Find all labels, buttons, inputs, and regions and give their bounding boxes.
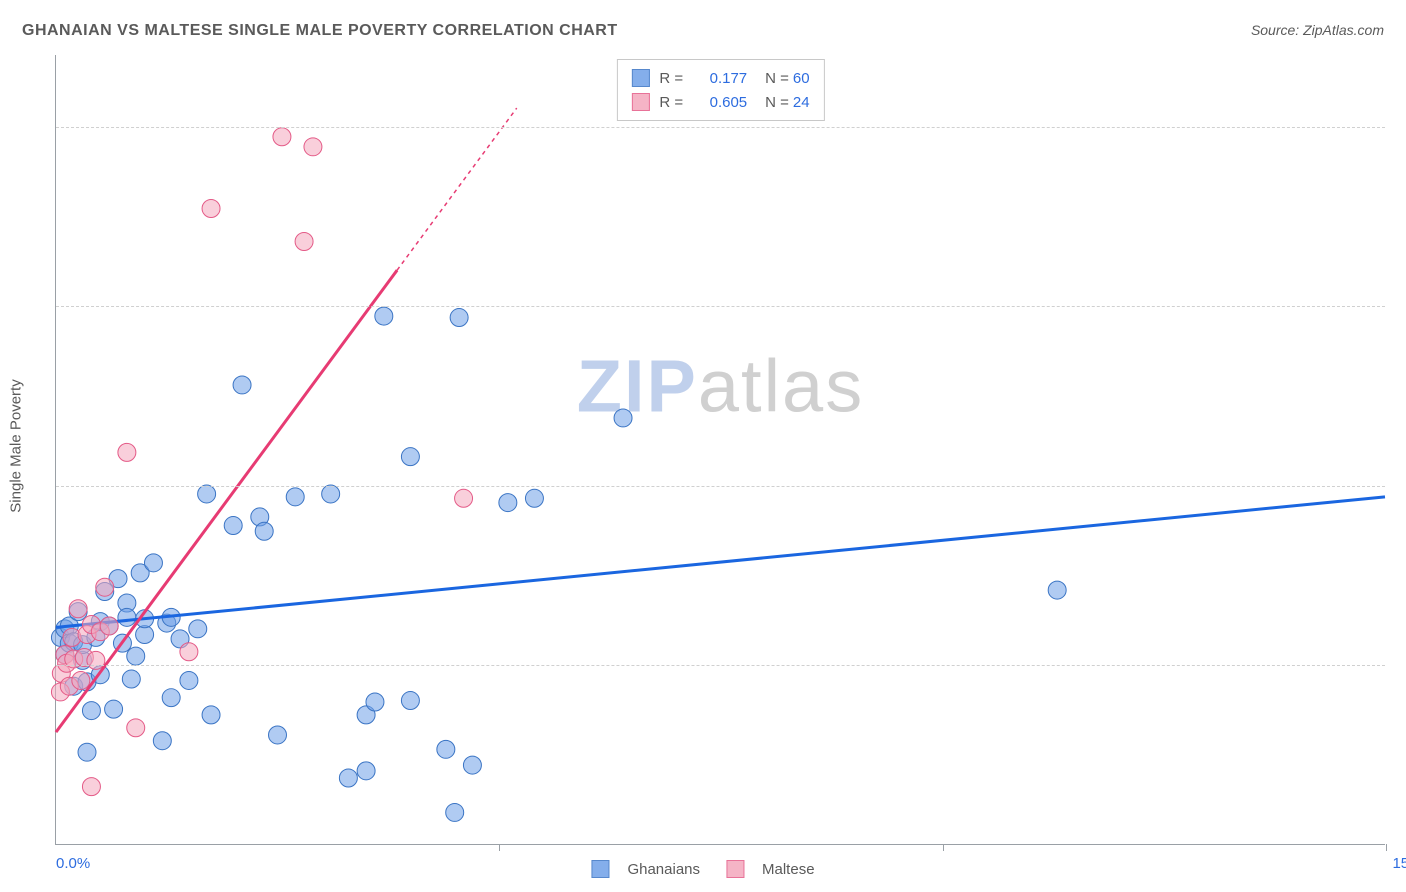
- data-point: [198, 485, 216, 503]
- scatter-svg: [56, 55, 1385, 844]
- data-point: [69, 600, 87, 618]
- swatch-maltese: [726, 860, 744, 878]
- data-point: [304, 138, 322, 156]
- data-point: [122, 670, 140, 688]
- data-point: [127, 719, 145, 737]
- legend-item-ghanaians: Ghanaians: [591, 860, 700, 878]
- legend-item-maltese: Maltese: [726, 860, 815, 878]
- r-label: R =: [659, 70, 683, 87]
- data-point: [525, 489, 543, 507]
- n-label: N =: [765, 94, 789, 111]
- x-tick-label-left: 0.0%: [56, 855, 90, 872]
- data-point: [233, 376, 251, 394]
- data-point: [322, 485, 340, 503]
- legend-label-ghanaians: Ghanaians: [627, 861, 700, 878]
- swatch-maltese: [631, 93, 649, 111]
- x-tick-label-right: 15.0%: [1392, 855, 1406, 872]
- data-point: [455, 489, 473, 507]
- data-point: [96, 578, 114, 596]
- data-point: [105, 700, 123, 718]
- data-point: [162, 689, 180, 707]
- n-label: N =: [765, 70, 789, 87]
- data-point: [180, 671, 198, 689]
- data-point: [180, 643, 198, 661]
- data-point: [446, 803, 464, 821]
- data-point: [273, 128, 291, 146]
- data-point: [1048, 581, 1066, 599]
- n-value-ghanaians: 60: [793, 70, 810, 87]
- data-point: [366, 693, 384, 711]
- data-point: [100, 617, 118, 635]
- trendline: [56, 270, 397, 732]
- data-point: [87, 651, 105, 669]
- data-point: [255, 522, 273, 540]
- data-point: [78, 743, 96, 761]
- data-point: [401, 692, 419, 710]
- data-point: [295, 233, 313, 251]
- stats-legend: R = 0.177 N = 60 R = 0.605 N = 24: [616, 59, 824, 121]
- data-point: [118, 443, 136, 461]
- data-point: [82, 778, 100, 796]
- data-point: [144, 554, 162, 572]
- r-value-ghanaians: 0.177: [687, 70, 747, 87]
- data-point: [437, 740, 455, 758]
- data-point: [82, 702, 100, 720]
- n-value-maltese: 24: [793, 94, 810, 111]
- data-point: [614, 409, 632, 427]
- source-attribution: Source: ZipAtlas.com: [1251, 22, 1384, 38]
- data-point: [450, 309, 468, 327]
- data-point: [339, 769, 357, 787]
- r-value-maltese: 0.605: [687, 94, 747, 111]
- data-point: [286, 488, 304, 506]
- data-point: [463, 756, 481, 774]
- data-point: [357, 762, 375, 780]
- data-point: [202, 200, 220, 218]
- bottom-legend: Ghanaians Maltese: [591, 860, 814, 878]
- data-point: [127, 647, 145, 665]
- data-point: [401, 448, 419, 466]
- swatch-ghanaians: [591, 860, 609, 878]
- plot-area: ZIPatlas R = 0.177 N = 60 R = 0.605 N = …: [55, 55, 1385, 845]
- data-point: [72, 671, 90, 689]
- chart-title: GHANAIAN VS MALTESE SINGLE MALE POVERTY …: [22, 22, 618, 40]
- legend-label-maltese: Maltese: [762, 861, 815, 878]
- y-axis-label: Single Male Poverty: [8, 379, 25, 512]
- data-point: [189, 620, 207, 638]
- data-point: [269, 726, 287, 744]
- data-point: [375, 307, 393, 325]
- data-point: [499, 494, 517, 512]
- swatch-ghanaians: [631, 69, 649, 87]
- data-point: [224, 517, 242, 535]
- stats-row-ghanaians: R = 0.177 N = 60: [631, 66, 809, 90]
- r-label: R =: [659, 94, 683, 111]
- stats-row-maltese: R = 0.605 N = 24: [631, 90, 809, 114]
- data-point: [153, 732, 171, 750]
- trendline-extension: [397, 108, 517, 270]
- data-point: [202, 706, 220, 724]
- data-point: [118, 608, 136, 626]
